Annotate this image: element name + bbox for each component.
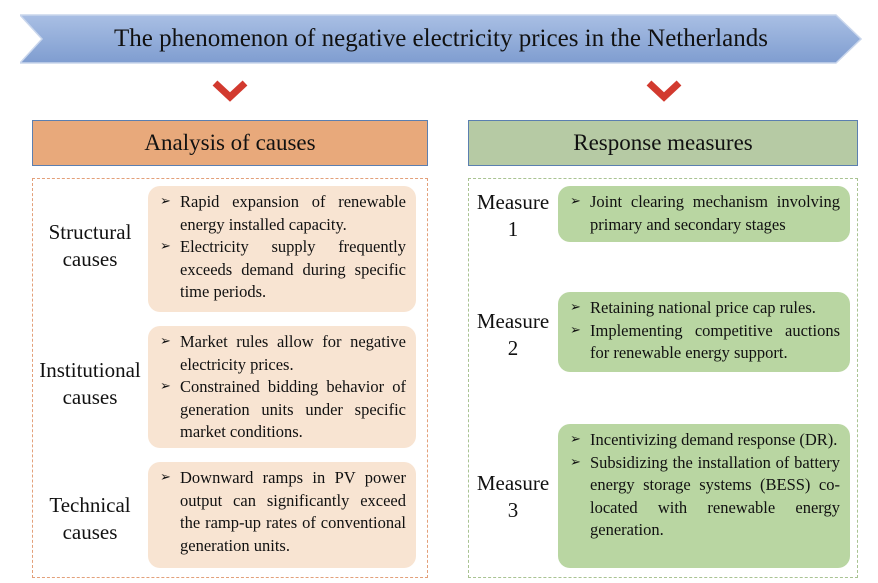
list-item: ➢ Implementing competitive auctions for r… — [570, 320, 840, 363]
measure-label-2: Measure 2 — [476, 309, 550, 360]
bullet-arrow-icon: ➢ — [570, 300, 581, 315]
bullet-arrow-icon: ➢ — [160, 334, 171, 349]
list-item: ➢ Retaining national price cap rules. — [570, 297, 840, 320]
list-item: ➢ Downward ramps in PV power output can s… — [160, 468, 406, 555]
bullet-arrow-icon: ➢ — [570, 432, 581, 447]
bullet-arrow-icon: ➢ — [570, 454, 581, 470]
list-item: ➢ Constrained bidding behavior of generat… — [160, 377, 406, 441]
measures-header: Response measures — [468, 120, 858, 166]
bullet-arrow-icon: ➢ — [570, 322, 581, 338]
bullet-arrow-icon: ➢ — [160, 194, 171, 209]
cause-box-structural: ➢ Rapid expansion of renewable energy ins… — [148, 186, 416, 312]
list-item: ➢ Incentivizing demand response (DR). — [570, 429, 840, 452]
measures-panel — [468, 178, 858, 578]
measure-box-3: ➢ Incentivizing demand response (DR). ➢ Su… — [558, 424, 850, 568]
title-banner: The phenomenon of negative electricity p… — [20, 14, 862, 64]
cause-label-institutional: Institutional causes — [39, 358, 141, 409]
chevron-down-icon — [212, 80, 248, 102]
causes-header: Analysis of causes — [32, 120, 428, 166]
diagram-title: The phenomenon of negative electricity p… — [114, 25, 768, 52]
bullet-arrow-icon: ➢ — [160, 379, 171, 394]
banner-arrow-shape — [20, 14, 862, 64]
list-item: ➢ Subsidizing the installation of battery… — [570, 452, 840, 540]
cause-label-structural: Structural causes — [48, 220, 132, 271]
bullet-arrow-icon: ➢ — [160, 470, 171, 485]
cause-box-institutional: ➢ Market rules allow for negative electri… — [148, 326, 416, 448]
cause-box-technical: ➢ Downward ramps in PV power output can s… — [148, 462, 416, 568]
bullet-arrow-icon: ➢ — [160, 239, 171, 254]
list-item: ➢ Rapid expansion of renewable energy ins… — [160, 192, 406, 234]
measure-label-1: Measure 1 — [476, 190, 550, 241]
measure-box-1: ➢ Joint clearing mechanism involving prim… — [558, 186, 850, 242]
list-item: ➢ Market rules allow for negative electri… — [160, 332, 406, 374]
measure-box-2: ➢ Retaining national price cap rules. ➢ Im… — [558, 292, 850, 372]
bullet-arrow-icon: ➢ — [570, 194, 581, 209]
list-item: ➢ Joint clearing mechanism involving prim… — [570, 192, 840, 234]
cause-label-technical: Technical causes — [49, 493, 131, 544]
causes-panel — [32, 178, 428, 578]
chevron-down-icon — [646, 80, 682, 102]
list-item: ➢ Electricity supply frequently exceeds d… — [160, 237, 406, 301]
measure-label-3: Measure 3 — [476, 471, 550, 522]
